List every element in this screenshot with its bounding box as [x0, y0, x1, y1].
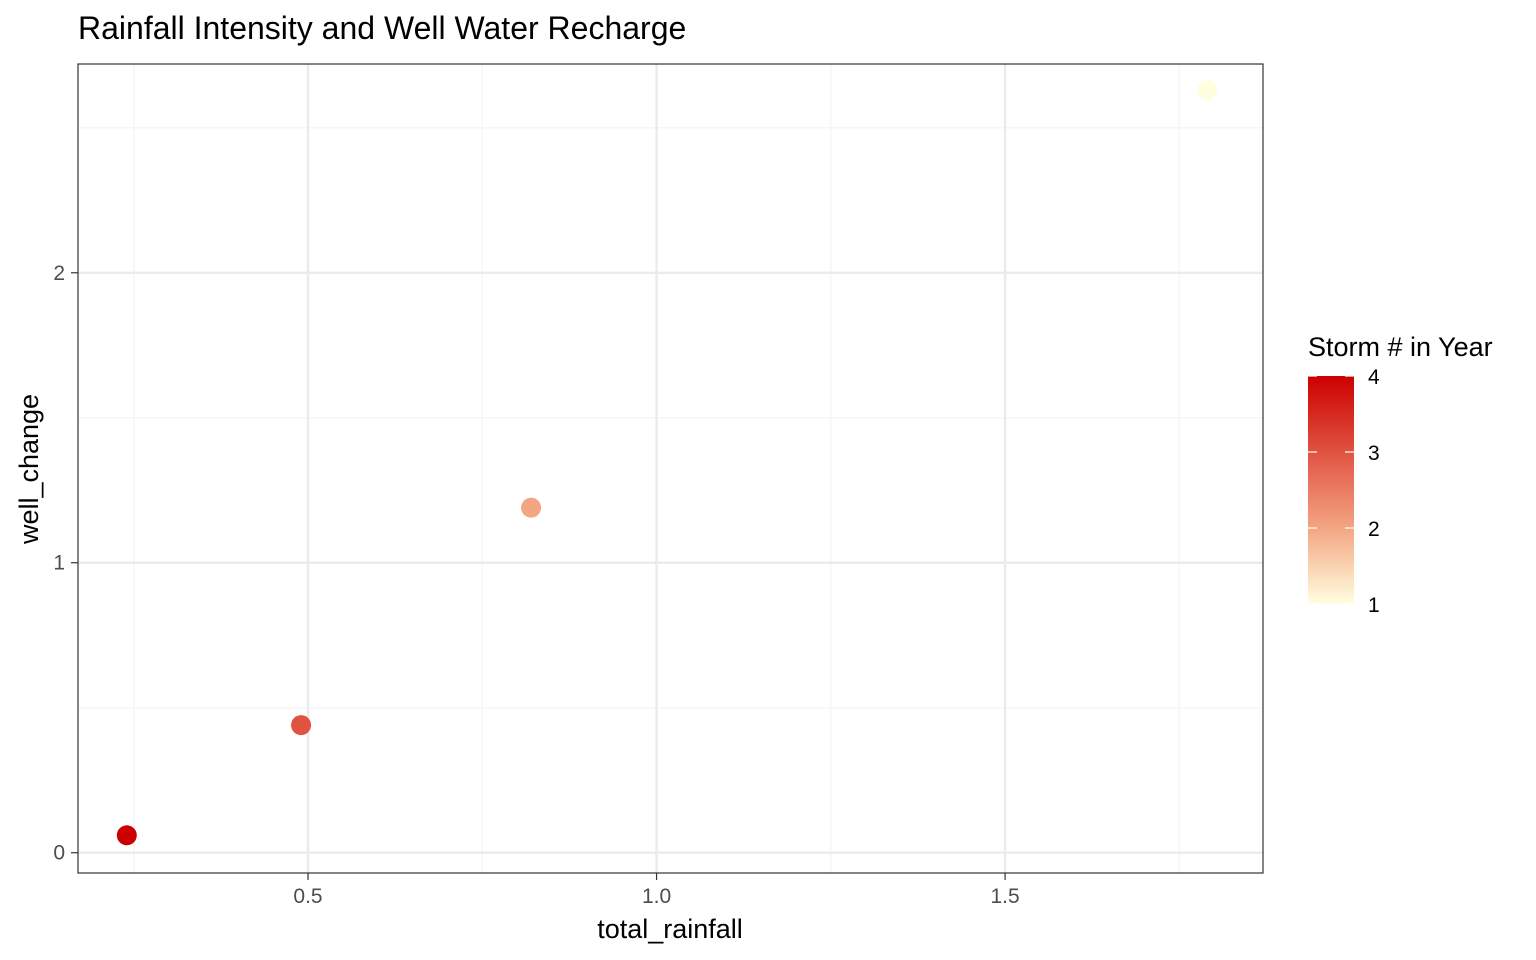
y-tick-label: 0 [53, 842, 65, 865]
y-axis-title: well_change [14, 394, 44, 545]
y-tick-label: 2 [53, 262, 65, 285]
x-axis: 0.5 1.0 1.5 [293, 873, 1020, 908]
x-tick-label: 1.5 [990, 885, 1019, 908]
legend-label: 1 [1368, 594, 1380, 617]
chart-title: Rainfall Intensity and Well Water Rechar… [78, 10, 686, 46]
x-tick-label: 0.5 [293, 885, 322, 908]
y-tick-label: 1 [53, 552, 65, 575]
legend-title: Storm # in Year [1308, 332, 1493, 362]
legend-label: 2 [1368, 518, 1380, 541]
major-gridlines [78, 64, 1263, 873]
x-axis-title: total_rainfall [597, 914, 743, 944]
data-point [1197, 80, 1218, 101]
data-points [116, 80, 1218, 846]
legend-ticks: 4 3 2 1 [1308, 366, 1380, 617]
plot-panel-border [77, 63, 1264, 874]
minor-gridlines [78, 64, 1263, 873]
color-legend: Storm # in Year 4 3 2 1 [1308, 332, 1493, 617]
legend-label: 3 [1368, 442, 1380, 465]
data-point [291, 715, 312, 736]
x-tick-label: 1.0 [642, 885, 671, 908]
y-axis: 0 1 2 [53, 262, 78, 865]
data-point [116, 825, 137, 846]
data-point [521, 497, 542, 518]
legend-label: 4 [1368, 366, 1380, 389]
legend-colorbar [1308, 376, 1354, 604]
